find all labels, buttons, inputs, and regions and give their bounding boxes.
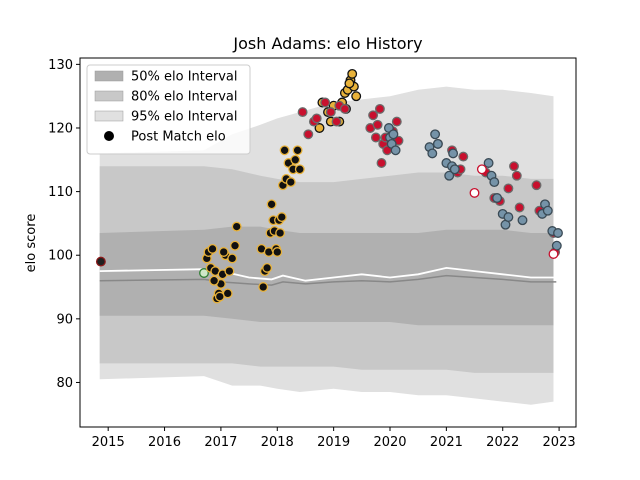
data-point xyxy=(427,148,438,159)
mean-line xyxy=(99,266,557,282)
y-tick-label: 130 xyxy=(48,58,73,73)
legend-label: 50% elo Interval xyxy=(131,70,238,85)
data-point xyxy=(391,116,402,127)
data-point xyxy=(368,110,379,121)
data-point xyxy=(224,266,235,277)
data-point xyxy=(351,91,362,102)
data-point xyxy=(285,177,296,188)
x-tick-label: 2018 xyxy=(261,435,294,450)
data-point xyxy=(231,221,242,232)
axes: 2015 2016 2017 2018 2019 2020 2021 2022 2023 80 90… xyxy=(48,57,577,450)
legend-label: 95% elo Interval xyxy=(131,110,238,125)
data-point xyxy=(492,193,503,203)
x-tick-label: 2019 xyxy=(317,435,350,450)
legend-marker xyxy=(104,131,114,141)
data-point xyxy=(390,145,401,156)
data-point xyxy=(553,228,563,238)
y-axis-label: elo score xyxy=(24,214,39,273)
data-point xyxy=(509,161,519,172)
trend-lines xyxy=(99,266,557,286)
data-point xyxy=(542,205,553,216)
data-point xyxy=(489,177,500,188)
data-point xyxy=(344,78,355,89)
x-tick-label: 2020 xyxy=(373,435,406,450)
data-point xyxy=(272,247,283,257)
data-point xyxy=(207,243,218,254)
data-point xyxy=(444,170,455,181)
x-tick-label: 2015 xyxy=(92,435,125,450)
data-point xyxy=(511,170,522,181)
data-point xyxy=(262,262,273,273)
data-point xyxy=(290,154,301,165)
data-point xyxy=(448,148,459,159)
data-point xyxy=(517,215,528,226)
data-point xyxy=(503,212,514,223)
data-point xyxy=(331,116,342,127)
x-tick-label: 2022 xyxy=(486,435,519,450)
legend-label: Post Match elo xyxy=(131,130,226,145)
data-point xyxy=(372,119,383,130)
data-point xyxy=(388,129,399,140)
data-point xyxy=(230,240,240,251)
data-point xyxy=(325,107,336,118)
data-point xyxy=(292,145,303,156)
legend-swatch xyxy=(94,90,124,102)
data-point xyxy=(458,151,469,162)
data-point xyxy=(279,145,290,156)
data-point xyxy=(297,107,308,118)
post-match-points xyxy=(95,68,563,304)
data-point xyxy=(294,164,305,175)
legend-swatch xyxy=(94,110,124,122)
y-tick-label: 120 xyxy=(48,121,73,136)
data-point xyxy=(199,268,209,278)
data-point xyxy=(214,291,225,302)
data-point xyxy=(551,240,562,251)
x-tick-label: 2017 xyxy=(204,435,237,450)
legend-swatch xyxy=(94,70,124,82)
data-point xyxy=(95,256,106,267)
y-tick-label: 100 xyxy=(48,249,73,264)
chart-title: Josh Adams: elo History xyxy=(232,34,422,53)
legend-label: 80% elo Interval xyxy=(131,90,238,105)
data-point xyxy=(374,103,385,114)
data-point xyxy=(432,138,443,149)
data-point xyxy=(258,282,269,292)
data-point xyxy=(483,158,494,168)
data-point xyxy=(469,187,480,198)
data-point xyxy=(476,164,487,175)
data-point xyxy=(376,158,387,168)
data-point xyxy=(347,68,358,79)
data-point xyxy=(209,275,220,286)
data-point xyxy=(275,228,286,238)
data-point xyxy=(548,249,559,259)
y-tick-label: 80 xyxy=(56,376,73,391)
x-tick-label: 2023 xyxy=(543,435,576,450)
y-tick-label: 90 xyxy=(56,312,73,327)
x-tick-label: 2016 xyxy=(148,435,181,450)
data-point xyxy=(266,199,277,210)
data-point xyxy=(227,253,238,264)
legend: 50% elo Interval 80% elo Interval 95% elo … xyxy=(86,64,251,155)
data-point xyxy=(370,132,381,143)
data-point xyxy=(314,123,325,133)
data-point xyxy=(503,183,514,194)
y-tick-label: 110 xyxy=(48,185,73,200)
legend-box xyxy=(86,64,251,155)
data-point xyxy=(311,113,322,124)
data-point xyxy=(339,103,350,114)
band-50 xyxy=(99,226,554,326)
data-point xyxy=(303,129,314,140)
data-point xyxy=(430,129,441,140)
x-tick-label: 2021 xyxy=(430,435,463,450)
plot-frame xyxy=(79,57,577,428)
data-point xyxy=(276,212,287,223)
data-point xyxy=(449,164,460,175)
data-point xyxy=(531,180,542,191)
data-point xyxy=(218,247,229,257)
median-line xyxy=(99,274,557,286)
data-point xyxy=(320,97,331,108)
data-point xyxy=(514,202,525,213)
